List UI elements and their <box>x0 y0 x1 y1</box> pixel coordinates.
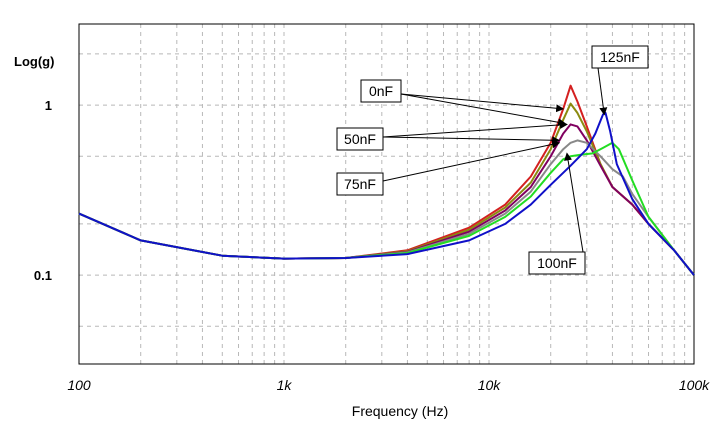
x-tick-label: 10k <box>478 377 502 393</box>
annotation-arrow <box>597 67 608 116</box>
y-tick-label: 1 <box>45 98 52 113</box>
grid <box>79 24 694 364</box>
x-tick-label: 100k <box>679 377 710 393</box>
annotation-box <box>336 127 384 151</box>
annotation-arrow <box>400 93 567 127</box>
tick-labels: 100 1k 10k 100k 1 0.1 <box>34 98 710 393</box>
annotation-box <box>528 251 586 275</box>
annotation-arrow <box>382 120 568 138</box>
y-axis-label: Log(g) <box>14 54 54 69</box>
y-tick-label: 0.1 <box>34 268 52 283</box>
annotation-box <box>336 172 384 196</box>
annotation-label: 75nF <box>344 176 376 192</box>
annotation-label: 50nF <box>344 131 376 147</box>
plot-frame <box>78 23 695 365</box>
annotation-label: 100nF <box>537 255 577 271</box>
series-line-125nf <box>78 111 695 276</box>
annotation-arrow <box>382 136 561 145</box>
x-tick-label: 1k <box>277 377 293 393</box>
annotation-box <box>591 45 649 69</box>
x-tick-label: 100 <box>67 377 91 393</box>
annotation-arrow <box>382 140 561 182</box>
annotations: 0nF 125nF 50nF 75nF 100nF <box>336 45 649 275</box>
annotation-label: 0nF <box>369 83 393 99</box>
series-line-25nf <box>78 102 695 276</box>
annotation-box <box>360 79 402 103</box>
annotation-label: 125nF <box>600 49 640 65</box>
x-axis-label: Frequency (Hz) <box>352 403 448 419</box>
annotation-arrow <box>400 93 565 113</box>
annotation-arrow <box>564 152 584 253</box>
